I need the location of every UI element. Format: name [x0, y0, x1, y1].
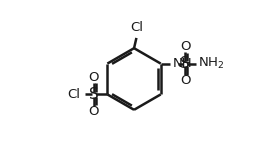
Text: O: O [89, 105, 99, 118]
Text: O: O [180, 74, 190, 87]
Text: O: O [89, 71, 99, 84]
Text: NH: NH [173, 57, 193, 70]
Text: Cl: Cl [131, 21, 144, 34]
Text: S: S [180, 56, 190, 71]
Text: O: O [180, 40, 190, 53]
Text: S: S [89, 87, 99, 102]
Text: Cl: Cl [68, 88, 81, 101]
Text: NH$_2$: NH$_2$ [198, 56, 224, 71]
